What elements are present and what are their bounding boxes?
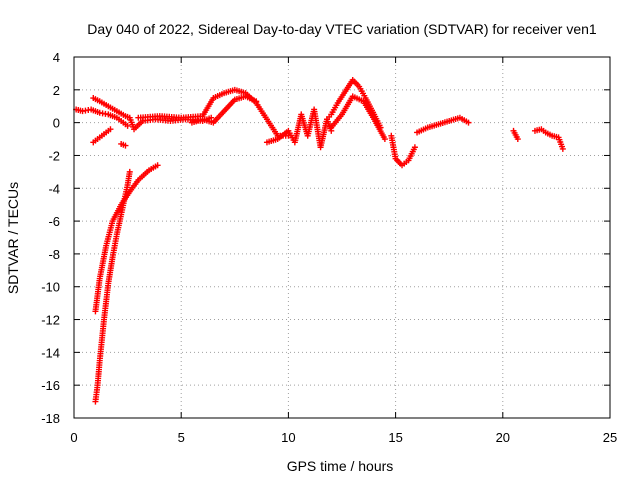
data-points [73,76,566,405]
grid [74,57,610,418]
y-tick-label: -8 [48,247,60,262]
y-tick-label: -18 [41,411,60,426]
y-tick-label: 0 [53,116,60,131]
track-o-point [154,162,161,169]
x-axis-label: GPS time / hours [287,458,394,474]
track-m-point [559,145,566,152]
y-tick-label: -2 [48,148,60,163]
track-l-point [514,136,521,143]
track-j-point [411,144,418,151]
y-tick-label: 4 [53,50,60,65]
track-d-point [122,142,129,149]
x-tick-label: 25 [603,430,617,445]
y-tick-label: -16 [41,378,60,393]
y-tick-label: -4 [48,181,60,196]
track-f-point [253,98,260,105]
plot-frame [73,56,611,419]
x-tick-label: 5 [178,430,185,445]
x-tick-label: 15 [388,430,402,445]
y-tick-label: -14 [41,345,60,360]
x-tick-label: 10 [281,430,295,445]
y-tick-label: -10 [41,280,60,295]
y-tick-label: -6 [48,214,60,229]
x-tick-label: 20 [496,430,510,445]
track-i-point [381,136,388,143]
y-axis-label: SDTVAR / TECUs [5,182,21,294]
track-a-point [124,122,131,129]
chart-title: Day 040 of 2022, Sidereal Day-to-day VTE… [87,21,597,37]
y-tick-label: 2 [53,83,60,98]
y-tick-label: -12 [41,313,60,328]
x-tick-label: 0 [70,430,77,445]
track-n-point [126,168,133,175]
track-k-point [465,119,472,126]
track-c-point [107,126,114,133]
